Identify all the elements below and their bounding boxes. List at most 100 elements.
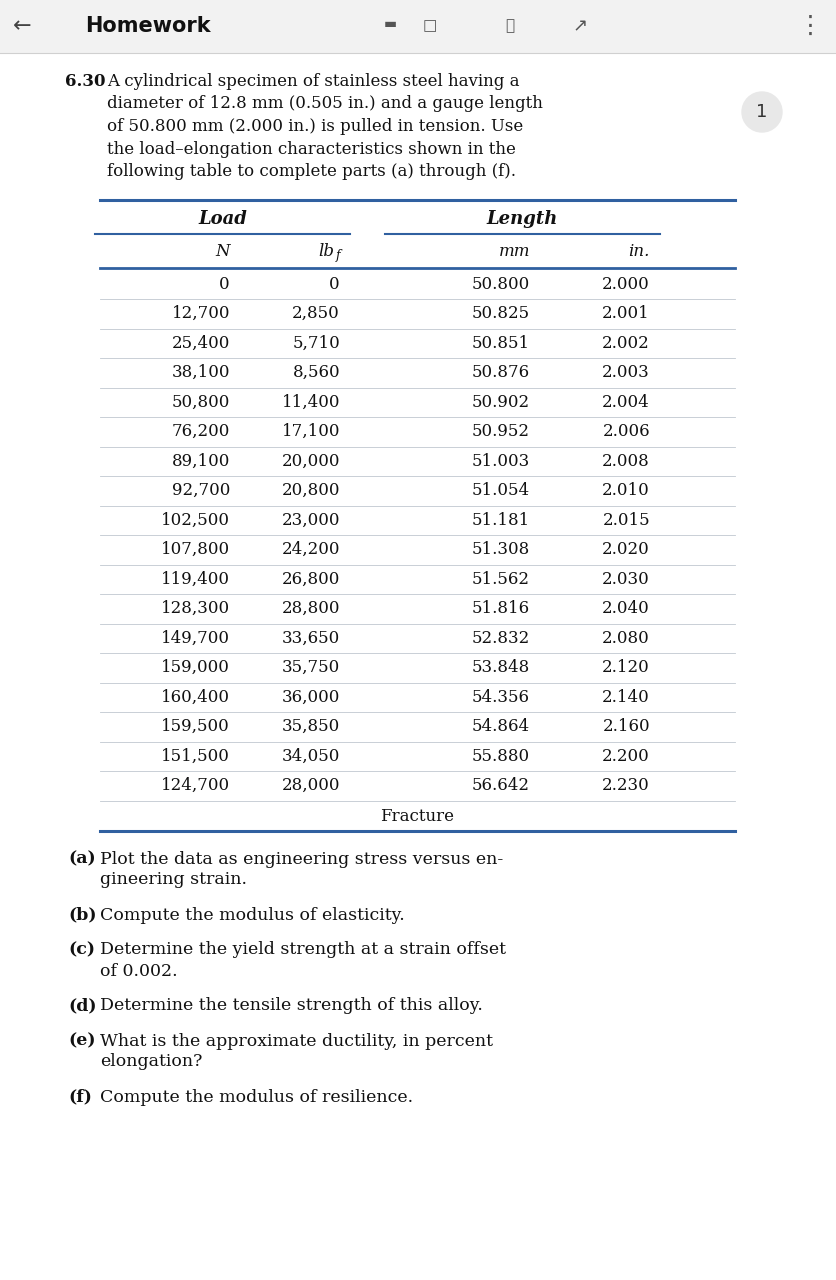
Text: 2.080: 2.080 <box>602 630 650 646</box>
Text: 50.952: 50.952 <box>472 424 530 440</box>
Text: 2.030: 2.030 <box>602 571 650 588</box>
Text: following table to complete parts (a) through (f).: following table to complete parts (a) th… <box>107 163 516 180</box>
Circle shape <box>742 92 782 132</box>
Text: 159,500: 159,500 <box>161 718 230 735</box>
Text: 17,100: 17,100 <box>282 424 340 440</box>
Text: A cylindrical specimen of stainless steel having a: A cylindrical specimen of stainless stee… <box>107 73 519 90</box>
Text: of 50.800 mm (2.000 in.) is pulled in tension. Use: of 50.800 mm (2.000 in.) is pulled in te… <box>107 118 523 134</box>
Text: 🔍: 🔍 <box>506 18 515 33</box>
Text: in.: in. <box>629 243 650 260</box>
Text: 159,000: 159,000 <box>161 659 230 676</box>
Text: 128,300: 128,300 <box>161 600 230 617</box>
Text: (d): (d) <box>68 997 96 1015</box>
Text: 102,500: 102,500 <box>161 512 230 529</box>
Text: 89,100: 89,100 <box>171 453 230 470</box>
Text: 1: 1 <box>757 102 767 122</box>
Text: 56.642: 56.642 <box>472 777 530 795</box>
Text: 2.010: 2.010 <box>602 483 650 499</box>
Text: mm: mm <box>498 243 530 260</box>
Text: 55.880: 55.880 <box>472 748 530 764</box>
Text: N: N <box>216 243 230 260</box>
Text: f: f <box>335 250 340 262</box>
Text: 54.356: 54.356 <box>472 689 530 705</box>
Text: 2.015: 2.015 <box>603 512 650 529</box>
Text: 2.040: 2.040 <box>602 600 650 617</box>
Text: 124,700: 124,700 <box>161 777 230 795</box>
Text: 51.181: 51.181 <box>472 512 530 529</box>
Text: ↗: ↗ <box>573 17 588 35</box>
Text: 36,000: 36,000 <box>282 689 340 705</box>
Text: 8,560: 8,560 <box>293 365 340 381</box>
Text: 2.002: 2.002 <box>602 335 650 352</box>
Text: 2.020: 2.020 <box>602 541 650 558</box>
Text: of 0.002.: of 0.002. <box>100 963 177 979</box>
Text: Load: Load <box>198 210 247 229</box>
Text: Length: Length <box>487 210 558 229</box>
Text: 2.120: 2.120 <box>602 659 650 676</box>
Text: lb: lb <box>318 243 334 260</box>
Text: 50.876: 50.876 <box>472 365 530 381</box>
Text: (f): (f) <box>68 1088 92 1106</box>
Text: gineering strain.: gineering strain. <box>100 872 247 888</box>
Text: 0: 0 <box>329 275 340 293</box>
Text: (c): (c) <box>68 942 95 959</box>
Text: 76,200: 76,200 <box>171 424 230 440</box>
Text: 50.851: 50.851 <box>472 335 530 352</box>
Text: 2.003: 2.003 <box>602 365 650 381</box>
Text: 38,100: 38,100 <box>171 365 230 381</box>
Text: 2.001: 2.001 <box>602 305 650 323</box>
Text: 2.000: 2.000 <box>602 275 650 293</box>
Text: 92,700: 92,700 <box>171 483 230 499</box>
Text: (a): (a) <box>68 850 95 868</box>
Text: 26,800: 26,800 <box>282 571 340 588</box>
Text: 2.004: 2.004 <box>602 394 650 411</box>
Text: 51.054: 51.054 <box>472 483 530 499</box>
Text: 20,800: 20,800 <box>282 483 340 499</box>
Text: 50.800: 50.800 <box>472 275 530 293</box>
Text: 160,400: 160,400 <box>161 689 230 705</box>
Text: 51.003: 51.003 <box>472 453 530 470</box>
Text: 24,200: 24,200 <box>282 541 340 558</box>
Text: ←: ← <box>13 15 31 36</box>
Text: 53.848: 53.848 <box>472 659 530 676</box>
Text: 50.825: 50.825 <box>472 305 530 323</box>
Text: 6.30: 6.30 <box>65 73 105 90</box>
Text: 50.902: 50.902 <box>472 394 530 411</box>
Text: 2,850: 2,850 <box>293 305 340 323</box>
Text: 11,400: 11,400 <box>282 394 340 411</box>
Text: 54.864: 54.864 <box>472 718 530 735</box>
Text: 52.832: 52.832 <box>472 630 530 646</box>
Text: 34,050: 34,050 <box>282 748 340 764</box>
Text: 2.160: 2.160 <box>603 718 650 735</box>
Text: What is the approximate ductility, in percent: What is the approximate ductility, in pe… <box>100 1033 493 1050</box>
Text: 5,710: 5,710 <box>293 335 340 352</box>
Text: 2.230: 2.230 <box>602 777 650 795</box>
Text: 25,400: 25,400 <box>171 335 230 352</box>
Text: Fracture: Fracture <box>380 808 455 826</box>
Text: 23,000: 23,000 <box>282 512 340 529</box>
Text: 51.816: 51.816 <box>472 600 530 617</box>
Text: ▬: ▬ <box>384 17 396 31</box>
Text: 12,700: 12,700 <box>171 305 230 323</box>
Text: 149,700: 149,700 <box>161 630 230 646</box>
Text: 20,000: 20,000 <box>282 453 340 470</box>
Text: 51.562: 51.562 <box>472 571 530 588</box>
Bar <box>0 0 836 52</box>
Text: 2.200: 2.200 <box>602 748 650 764</box>
Text: 33,650: 33,650 <box>282 630 340 646</box>
Text: elongation?: elongation? <box>100 1053 202 1070</box>
Text: □: □ <box>423 18 437 33</box>
Text: 2.140: 2.140 <box>602 689 650 705</box>
Text: diameter of 12.8 mm (0.505 in.) and a gauge length: diameter of 12.8 mm (0.505 in.) and a ga… <box>107 96 543 113</box>
Text: 2.006: 2.006 <box>603 424 650 440</box>
Text: Determine the tensile strength of this alloy.: Determine the tensile strength of this a… <box>100 997 483 1015</box>
Text: Plot the data as engineering stress versus en-: Plot the data as engineering stress vers… <box>100 850 503 868</box>
Text: 107,800: 107,800 <box>161 541 230 558</box>
Text: Compute the modulus of resilience.: Compute the modulus of resilience. <box>100 1088 413 1106</box>
Text: 151,500: 151,500 <box>161 748 230 764</box>
Text: the load–elongation characteristics shown in the: the load–elongation characteristics show… <box>107 141 516 157</box>
Text: Determine the yield strength at a strain offset: Determine the yield strength at a strain… <box>100 942 506 959</box>
Text: 28,000: 28,000 <box>282 777 340 795</box>
Text: 0: 0 <box>219 275 230 293</box>
Text: (b): (b) <box>68 906 96 923</box>
